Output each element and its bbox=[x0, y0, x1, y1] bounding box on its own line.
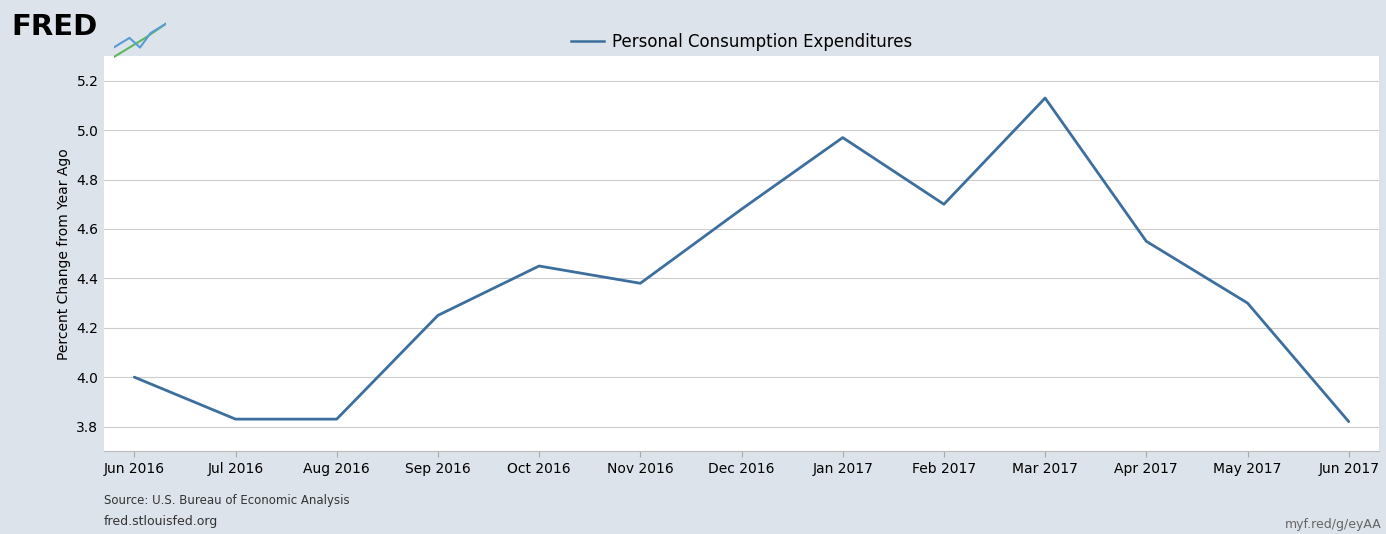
Text: FRED: FRED bbox=[11, 13, 97, 41]
Y-axis label: Percent Change from Year Ago: Percent Change from Year Ago bbox=[57, 148, 71, 359]
Text: fred.stlouisfed.org: fred.stlouisfed.org bbox=[104, 515, 218, 528]
Text: myf.red/g/eyAA: myf.red/g/eyAA bbox=[1285, 518, 1382, 531]
Legend: Personal Consumption Expenditures: Personal Consumption Expenditures bbox=[571, 33, 912, 51]
Text: Source: U.S. Bureau of Economic Analysis: Source: U.S. Bureau of Economic Analysis bbox=[104, 494, 349, 507]
